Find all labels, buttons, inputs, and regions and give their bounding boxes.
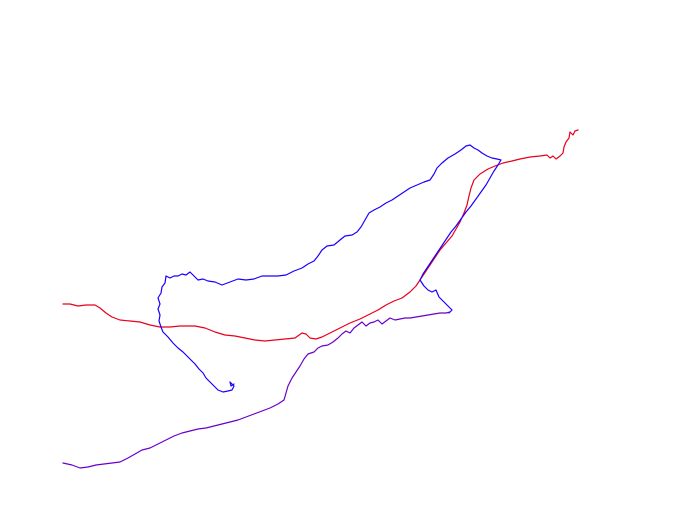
purple-track-line	[62, 311, 451, 469]
red-track-line	[62, 129, 579, 342]
blue-track-line	[157, 144, 502, 393]
